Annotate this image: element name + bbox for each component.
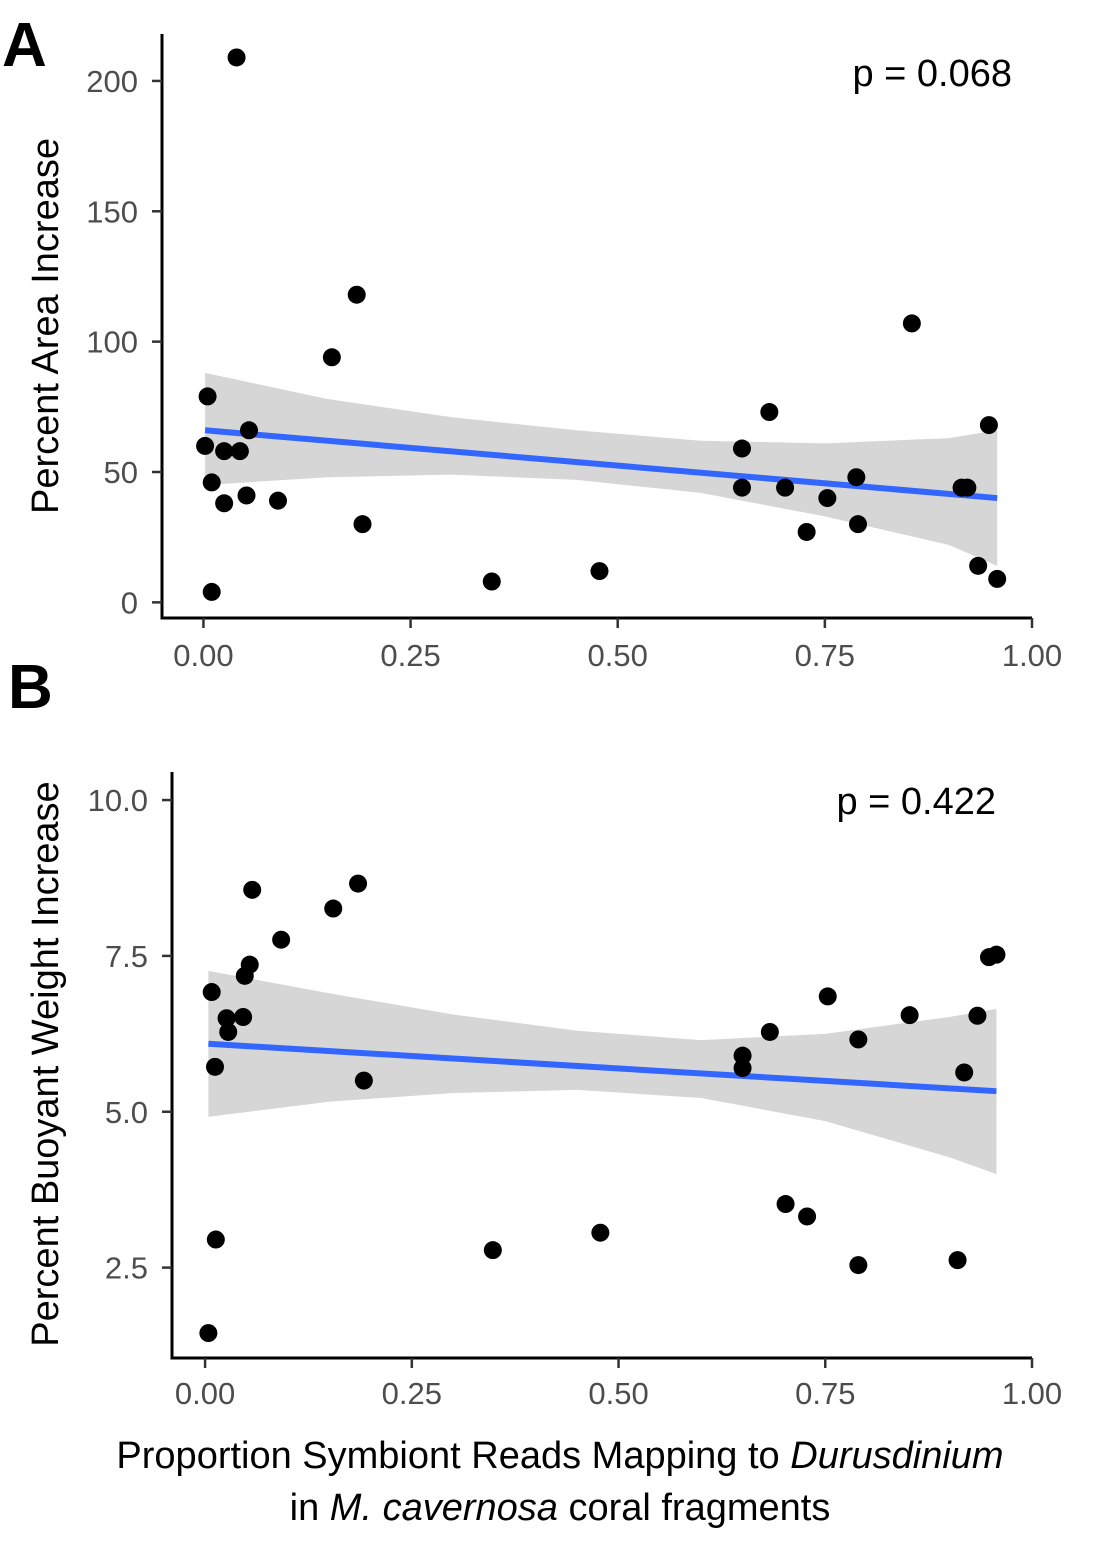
panel-b-data-point-28 <box>968 1006 987 1025</box>
panel-b-data-point-7 <box>234 1007 253 1026</box>
panel-a-data-point-23 <box>847 468 866 487</box>
panel-a-data-point-28 <box>969 556 988 575</box>
panel-a-y-tick-label-1: 0 <box>121 585 138 620</box>
panel-a-confidence-band <box>205 372 998 566</box>
panel-b-data-point-18 <box>733 1059 752 1078</box>
panel-b-y-axis-title: Percent Buoyant Weight Increase <box>25 781 67 1346</box>
x-axis-title-text-2: in <box>290 1487 330 1529</box>
panel-b-x-tick-label-3: 0.50 <box>588 1376 648 1411</box>
panel-b-y-tick-label-3: 7.5 <box>105 939 148 974</box>
panel-a-y-tick-label-2: 50 <box>104 455 138 490</box>
panel-a-data-point-27 <box>958 478 977 497</box>
x-axis-title-genus: Durusdinium <box>790 1435 1003 1477</box>
panel-a-data-point-2 <box>196 436 215 455</box>
panel-a: A Percent Area Increase p = 0.068 0.00 0.… <box>2 11 1062 673</box>
panel-a-x-tick-label-4: 0.75 <box>795 638 855 673</box>
panel-b-data-point-12 <box>324 899 343 918</box>
panel-b-data-point-15 <box>483 1241 502 1260</box>
panel-b-data-point-26 <box>948 1251 967 1270</box>
panel-a-data-point-12 <box>322 348 341 367</box>
panel-b-data-point-27 <box>955 1063 974 1082</box>
panel-b-label: B <box>8 653 53 722</box>
panel-b-data-point-24 <box>849 1256 868 1275</box>
panel-b-plot: 0.00 0.25 0.50 0.75 1.00 2.5 5.0 7.5 10.0 <box>88 772 1062 1411</box>
panel-a-p-value: p = 0.068 <box>852 53 1012 95</box>
panel-a-x-tick-label-3: 0.50 <box>588 638 648 673</box>
panel-a-data-point-21 <box>797 522 816 541</box>
panel-b-data-point-20 <box>776 1195 795 1214</box>
panel-a-data-point-30 <box>988 569 1007 588</box>
panel-a-regression-line <box>204 427 998 502</box>
panel-b-data-point-3 <box>206 1057 224 1076</box>
x-axis-title-species: M. cavernosa <box>330 1487 558 1529</box>
panel-a-y-tick-label-4: 150 <box>86 194 138 229</box>
panel-b-p-value: p = 0.422 <box>836 781 996 823</box>
panel-b-y-tick-label-1: 2.5 <box>105 1251 148 1286</box>
panel-a-data-point-1 <box>227 48 246 67</box>
x-axis-title-text-1: Proportion Symbiont Reads Mapping to <box>116 1435 790 1477</box>
panel-a-data-point-10 <box>240 421 258 440</box>
panel-b-x-tick-label-5: 1.00 <box>1002 1376 1062 1411</box>
panel-b-data-point-23 <box>849 1030 868 1049</box>
panel-a-data-point-6 <box>215 442 234 461</box>
panel-b-data-point-10 <box>243 880 262 899</box>
panel-a-data-point-16 <box>590 562 609 581</box>
panel-b-data-point-21 <box>798 1207 817 1226</box>
panel-b-y-tick-label-2: 5.0 <box>105 1095 148 1130</box>
panel-b-regression-line <box>208 1040 997 1095</box>
panel-b-data-point-5 <box>217 1009 236 1028</box>
panel-b-data-point-30 <box>987 945 1006 964</box>
panel-b-data-point-19 <box>760 1022 779 1041</box>
panel-a-data-point-13 <box>347 285 366 304</box>
panel-b-data-point-13 <box>349 874 368 893</box>
panel-b-y-tick-label-4: 10.0 <box>88 783 148 818</box>
panel-a-label: A <box>2 11 47 80</box>
panel-b-x-tick-label-2: 0.25 <box>382 1376 442 1411</box>
panel-b: B Percent Buoyant Weight Increase p = 0.… <box>8 653 1062 1411</box>
panel-b-data-point-16 <box>591 1223 610 1242</box>
panel-a-data-point-11 <box>269 491 287 510</box>
panel-a-data-point-19 <box>760 403 779 422</box>
panel-b-data-point-11 <box>272 930 291 949</box>
panel-a-x-tick-label-1: 0.00 <box>173 638 233 673</box>
panel-a-data-point-4 <box>202 473 221 492</box>
panel-a-plot: 0.00 0.25 0.50 0.75 1.00 0 50 100 150 200 <box>86 34 1062 673</box>
x-axis-title-line-1: Proportion Symbiont Reads Mapping to Dur… <box>116 1435 1003 1477</box>
panel-b-data-point-9 <box>240 955 259 974</box>
panel-b-confidence-band <box>208 970 997 1175</box>
panel-a-x-tick-label-5: 1.00 <box>1002 638 1062 673</box>
panel-b-x-tick-label-4: 0.75 <box>795 1376 855 1411</box>
panel-b-data-point-1 <box>199 1324 218 1343</box>
panel-a-data-point-9 <box>237 486 256 505</box>
x-axis-title-text-3: coral fragments <box>558 1487 830 1529</box>
panel-a-data-point-8 <box>230 442 249 461</box>
panel-a-data-point-17 <box>733 439 751 458</box>
panel-a-data-point-15 <box>482 572 501 591</box>
panel-a-data-point-3 <box>198 387 217 406</box>
panel-a-data-point-20 <box>776 478 795 497</box>
panel-a-data-point-25 <box>902 314 921 333</box>
panel-a-data-point-5 <box>202 582 221 601</box>
panel-b-data-point-4 <box>206 1230 225 1249</box>
panel-a-data-point-24 <box>849 515 867 534</box>
panel-a-y-tick-label-5: 200 <box>86 64 138 99</box>
x-axis-title-line-2: in M. cavernosa coral fragments <box>290 1487 831 1529</box>
panel-a-data-point-18 <box>733 478 751 497</box>
panel-a-data-point-29 <box>979 416 998 435</box>
panel-a-x-tick-label-2: 0.25 <box>380 638 440 673</box>
panel-a-data-point-14 <box>353 515 372 534</box>
panel-b-data-point-17 <box>733 1046 752 1065</box>
panel-b-data-point-25 <box>900 1006 919 1025</box>
panel-b-data-point-22 <box>818 987 837 1006</box>
panel-b-data-point-6 <box>219 1022 238 1041</box>
panel-a-y-axis-title: Percent Area Increase <box>25 138 67 514</box>
panel-b-data-point-2 <box>202 983 221 1002</box>
panel-b-x-tick-label-1: 0.00 <box>175 1376 235 1411</box>
panel-a-y-tick-label-3: 100 <box>86 325 138 360</box>
panel-a-data-point-7 <box>215 494 234 513</box>
panel-b-data-point-14 <box>354 1071 373 1090</box>
panel-a-data-point-22 <box>818 489 837 508</box>
